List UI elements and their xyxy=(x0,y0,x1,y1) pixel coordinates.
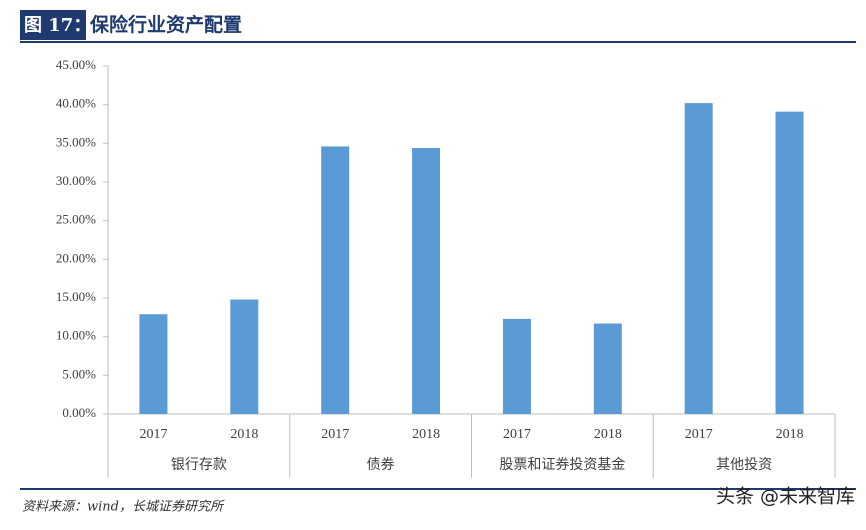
x-tick-label: 2018 xyxy=(594,427,622,442)
bar xyxy=(230,299,259,414)
bar xyxy=(502,318,531,414)
y-tick-label: 10.00% xyxy=(56,328,96,343)
y-tick-label: 25.00% xyxy=(56,212,96,227)
label-box xyxy=(20,10,86,40)
y-tick-label: 40.00% xyxy=(56,96,96,111)
x-tick-label: 2018 xyxy=(230,427,258,442)
x-tick-label: 2017 xyxy=(321,427,349,442)
x-tick-label: 2017 xyxy=(503,427,531,442)
group-label: 债券 xyxy=(367,457,395,473)
bar xyxy=(321,146,350,414)
y-tick-label: 45.00% xyxy=(56,57,96,72)
bar xyxy=(139,314,168,414)
x-tick-label: 2018 xyxy=(776,427,804,442)
y-tick-label: 20.00% xyxy=(56,250,96,265)
group-label: 银行存款 xyxy=(171,457,227,473)
group-label: 其他投资 xyxy=(716,457,772,473)
bar xyxy=(684,103,713,415)
bar xyxy=(593,323,622,414)
chart-title: 保险行业资产配置 xyxy=(89,13,242,36)
watermark: 头条 @未来智库 xyxy=(716,486,855,508)
y-tick-label: 15.00% xyxy=(56,289,96,304)
x-tick-label: 2017 xyxy=(139,427,167,442)
source-note: 资料来源：wind，长城证券研究所 xyxy=(22,499,225,515)
figure-label: 图 17： xyxy=(24,15,91,36)
y-tick-label: 35.00% xyxy=(56,134,96,149)
y-tick-label: 0.00% xyxy=(62,405,96,420)
bar xyxy=(775,111,804,415)
x-tick-label: 2018 xyxy=(412,427,440,442)
y-tick-label: 5.00% xyxy=(62,366,96,381)
y-tick-label: 30.00% xyxy=(56,173,96,188)
x-tick-label: 2017 xyxy=(685,427,713,442)
bar xyxy=(412,147,441,414)
group-label: 股票和证券投资基金 xyxy=(499,456,625,473)
